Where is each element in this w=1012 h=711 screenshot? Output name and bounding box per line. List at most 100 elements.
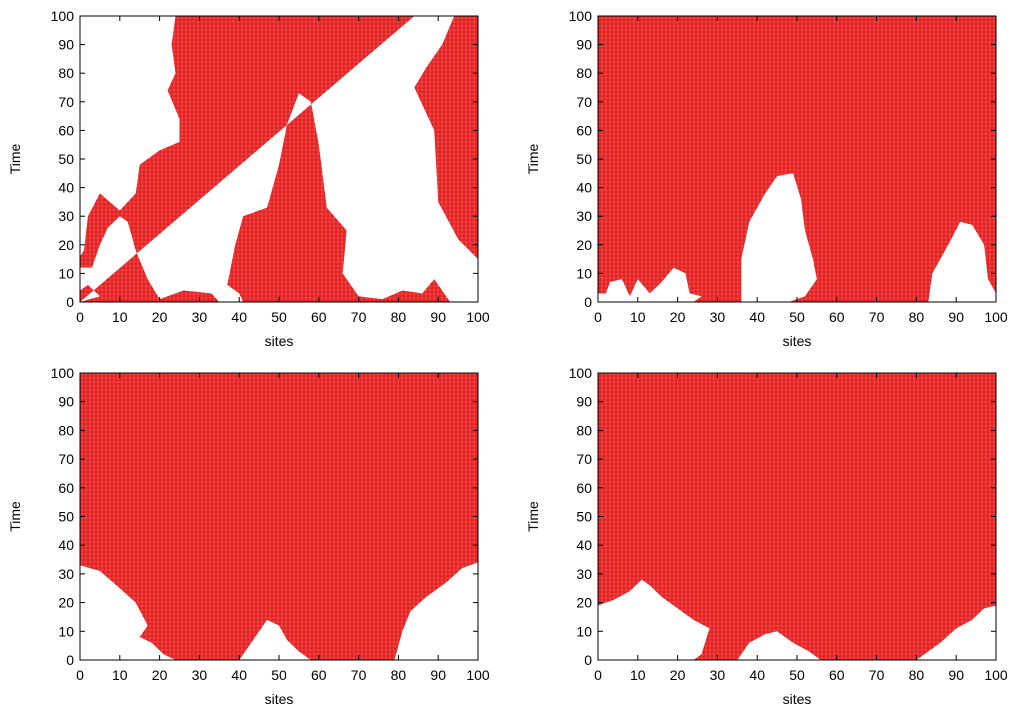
y-tick-label: 100 <box>569 8 593 24</box>
y-tick-label: 80 <box>576 422 592 438</box>
x-tick-label: 0 <box>76 309 84 325</box>
empty-region <box>80 16 180 257</box>
x-tick-label: 60 <box>311 309 327 325</box>
y-tick-label: 20 <box>58 595 74 611</box>
y-tick-label: 90 <box>576 37 592 53</box>
x-tick-label: 20 <box>152 667 168 683</box>
x-tick-label: 60 <box>829 667 845 683</box>
x-tick-label: 10 <box>112 667 128 683</box>
x-tick-label: 10 <box>630 309 646 325</box>
y-tick-label: 30 <box>58 566 74 582</box>
empty-region <box>239 619 311 660</box>
empty-region <box>394 562 478 660</box>
x-tick-label: 0 <box>594 309 602 325</box>
y-tick-label: 60 <box>58 122 74 138</box>
y-tick-label: 30 <box>58 208 74 224</box>
y-tick-label: 30 <box>576 208 592 224</box>
x-tick-label: 70 <box>351 667 367 683</box>
y-tick-label: 60 <box>576 480 592 496</box>
empty-region <box>598 579 710 660</box>
y-tick-label: 50 <box>576 509 592 525</box>
y-tick-label: 70 <box>576 451 592 467</box>
x-tick-label: 50 <box>789 309 805 325</box>
x-axis-label: sites <box>265 691 294 707</box>
x-tick-label: 90 <box>948 309 964 325</box>
plot-panel: 0 10 20 30 40 50 60 70 80 90 100 0 10 20 30 40 50 60 70 80 9… <box>525 365 1008 707</box>
x-tick-label: 70 <box>869 667 885 683</box>
empty-region <box>916 605 996 660</box>
y-tick-label: 10 <box>576 623 592 639</box>
x-tick-label: 30 <box>192 309 208 325</box>
y-tick-label: 80 <box>576 65 592 81</box>
y-tick-label: 10 <box>58 265 74 281</box>
y-tick-label: 70 <box>576 94 592 110</box>
x-tick-label: 0 <box>594 667 602 683</box>
y-tick-label: 40 <box>576 180 592 196</box>
plot-panel: 0 10 20 30 40 50 60 70 80 90 100 0 10 20 30 40 50 60 70 80 9… <box>525 8 1008 349</box>
empty-region <box>80 565 176 660</box>
y-tick-label: 10 <box>576 265 592 281</box>
y-tick-label: 0 <box>66 652 74 668</box>
x-tick-label: 30 <box>710 309 726 325</box>
y-tick-label: 80 <box>58 65 74 81</box>
y-tick-label: 60 <box>576 122 592 138</box>
y-tick-label: 0 <box>66 294 74 310</box>
x-tick-label: 70 <box>351 309 367 325</box>
x-tick-label: 40 <box>749 667 765 683</box>
y-axis-label: Time <box>525 143 541 174</box>
x-tick-label: 80 <box>391 667 407 683</box>
x-tick-label: 60 <box>311 667 327 683</box>
x-tick-label: 50 <box>271 309 287 325</box>
y-tick-label: 20 <box>58 237 74 253</box>
y-tick-label: 90 <box>58 37 74 53</box>
y-tick-label: 100 <box>51 8 75 24</box>
y-tick-label: 70 <box>58 451 74 467</box>
x-tick-label: 60 <box>829 309 845 325</box>
y-tick-label: 90 <box>576 394 592 410</box>
empty-region <box>737 631 821 660</box>
x-axis-label: sites <box>783 691 812 707</box>
y-tick-label: 50 <box>58 151 74 167</box>
y-tick-label: 0 <box>584 652 592 668</box>
x-tick-label: 100 <box>984 309 1008 325</box>
x-tick-label: 100 <box>984 667 1008 683</box>
x-tick-label: 50 <box>789 667 805 683</box>
x-tick-label: 90 <box>430 309 446 325</box>
x-axis-label: sites <box>265 333 294 349</box>
y-tick-label: 20 <box>576 237 592 253</box>
x-tick-label: 40 <box>231 309 247 325</box>
x-tick-label: 90 <box>948 667 964 683</box>
y-tick-label: 30 <box>576 566 592 582</box>
x-tick-label: 10 <box>630 667 646 683</box>
x-tick-label: 100 <box>466 667 490 683</box>
y-axis-label: Time <box>7 143 23 174</box>
y-tick-label: 0 <box>584 294 592 310</box>
y-tick-label: 90 <box>58 394 74 410</box>
x-tick-label: 20 <box>670 667 686 683</box>
y-tick-label: 10 <box>58 623 74 639</box>
y-tick-label: 40 <box>58 180 74 196</box>
x-tick-label: 80 <box>391 309 407 325</box>
y-tick-label: 40 <box>576 537 592 553</box>
x-tick-label: 30 <box>710 667 726 683</box>
x-tick-label: 0 <box>76 667 84 683</box>
x-tick-label: 40 <box>749 309 765 325</box>
y-axis-label: Time <box>525 501 541 532</box>
x-tick-label: 50 <box>271 667 287 683</box>
x-tick-label: 90 <box>430 667 446 683</box>
x-tick-label: 20 <box>152 309 168 325</box>
x-tick-label: 80 <box>909 309 925 325</box>
y-tick-label: 80 <box>58 422 74 438</box>
x-tick-label: 100 <box>466 309 490 325</box>
y-tick-label: 60 <box>58 480 74 496</box>
y-tick-label: 100 <box>51 365 75 381</box>
empty-region <box>928 221 996 302</box>
x-axis-label: sites <box>783 333 812 349</box>
x-tick-label: 30 <box>192 667 208 683</box>
x-tick-label: 70 <box>869 309 885 325</box>
empty-region <box>741 173 817 302</box>
y-tick-label: 50 <box>576 151 592 167</box>
x-tick-label: 10 <box>112 309 128 325</box>
y-tick-label: 70 <box>58 94 74 110</box>
